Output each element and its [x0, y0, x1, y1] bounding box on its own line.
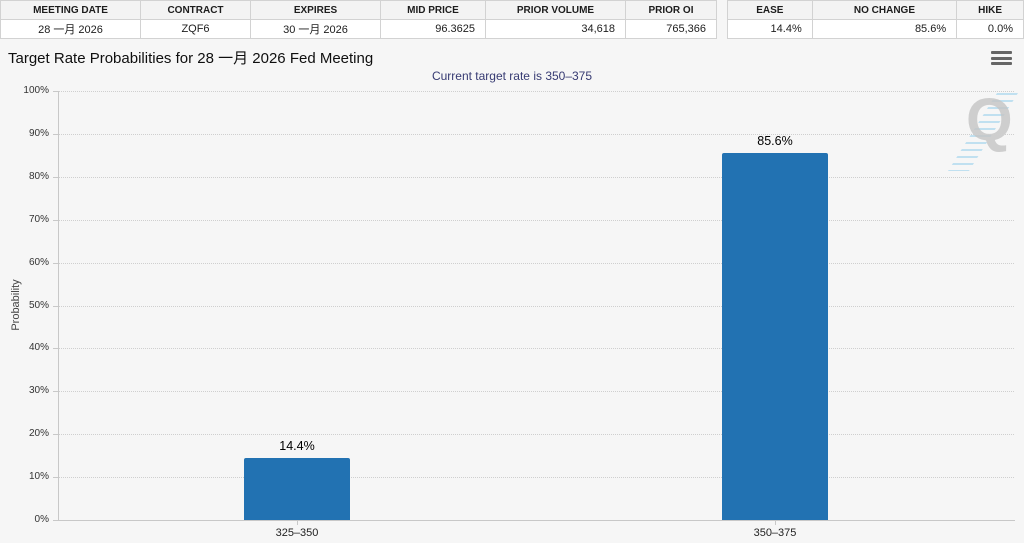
y-axis-tick	[53, 262, 58, 264]
cell-mid-price: 96.3625	[380, 19, 486, 39]
gridline	[58, 477, 1014, 479]
chart-title: Target Rate Probabilities for 28 一月 2026…	[8, 50, 374, 67]
cell-expires: 30 一月 2026	[250, 19, 381, 39]
chart-bar-1[interactable]	[722, 152, 828, 520]
y-axis-tick	[53, 348, 58, 350]
header-hike: HIKE	[956, 0, 1024, 20]
header-prior-oi: PRIOR OI	[625, 0, 717, 20]
bar-value-label: 85.6%	[757, 133, 793, 148]
cell-prior-volume: 34,618	[485, 19, 626, 39]
cell-contract: ZQF6	[140, 19, 251, 39]
x-axis-category-label: 350–375	[753, 527, 797, 539]
gridline	[58, 305, 1014, 307]
chart-bar-0[interactable]	[244, 458, 350, 520]
gridline	[58, 133, 1014, 135]
quikstrike-q-watermark-icon: Q	[966, 86, 1013, 153]
y-axis-label: 100%	[23, 85, 49, 96]
x-axis-line	[58, 520, 1015, 521]
y-axis-line	[58, 91, 59, 520]
bar-value-label: 14.4%	[279, 439, 315, 454]
header-contract: CONTRACT	[140, 0, 251, 20]
gridline	[58, 176, 1014, 178]
hamburger-menu-icon	[991, 51, 1012, 54]
y-axis-label: 70%	[28, 213, 49, 225]
y-axis-label: 90%	[28, 127, 49, 139]
header-expires: EXPIRES	[250, 0, 381, 20]
y-axis-tick	[53, 520, 58, 521]
table-row: 28 一月 2026 ZQF6 30 一月 2026 96.3625 34,61…	[0, 19, 717, 39]
y-axis-label: 80%	[28, 170, 49, 182]
cell-no-change: 85.6%	[811, 19, 958, 39]
gridline	[58, 434, 1014, 436]
chart-subtitle: Current target rate is 350–375	[431, 69, 593, 83]
y-axis-label: 50%	[28, 299, 49, 311]
header-mid-price: MID PRICE	[380, 0, 486, 20]
cell-prior-oi: 765,366	[625, 19, 717, 39]
table-row: 14.4% 85.6% 0.0%	[727, 19, 1024, 39]
contract-info-table: MEETING DATE CONTRACT EXPIRES MID PRICE …	[0, 0, 717, 39]
x-axis-tick	[775, 520, 776, 525]
y-axis-label: 40%	[28, 342, 49, 354]
y-axis-tick	[53, 176, 58, 178]
x-axis-category-label: 325–350	[275, 527, 319, 539]
y-axis-tick	[53, 219, 58, 221]
rate-action-table: EASE NO CHANGE HIKE 14.4% 85.6% 0.0%	[727, 0, 1024, 39]
y-axis-label: 10%	[28, 471, 49, 483]
y-axis-label: 30%	[28, 385, 49, 397]
header-ease: EASE	[727, 0, 813, 20]
y-axis-label: 0%	[34, 514, 49, 525]
gridline	[58, 91, 1014, 92]
gridline	[58, 348, 1014, 350]
cell-ease: 14.4%	[727, 19, 813, 39]
y-axis-tick	[53, 91, 58, 92]
y-axis-tick	[53, 477, 58, 479]
hamburger-menu-icon	[991, 56, 1012, 60]
y-axis-tick	[53, 305, 58, 307]
y-axis-tick	[53, 133, 58, 135]
gridline	[58, 219, 1014, 221]
y-axis-label: 20%	[28, 428, 49, 440]
gridline	[58, 262, 1014, 264]
hamburger-menu-icon	[991, 62, 1012, 65]
y-axis-label: 60%	[28, 256, 49, 268]
cell-meeting-date: 28 一月 2026	[0, 19, 141, 39]
gridline	[58, 391, 1014, 393]
x-axis-tick	[297, 520, 298, 525]
header-prior-volume: PRIOR VOLUME	[485, 0, 626, 20]
y-axis-tick	[53, 434, 58, 436]
header-meeting-date: MEETING DATE	[0, 0, 141, 20]
chart-context-menu-button[interactable]	[991, 51, 1012, 65]
y-axis-tick	[53, 391, 58, 393]
header-no-change: NO CHANGE	[811, 0, 958, 20]
cell-hike: 0.0%	[956, 19, 1024, 39]
